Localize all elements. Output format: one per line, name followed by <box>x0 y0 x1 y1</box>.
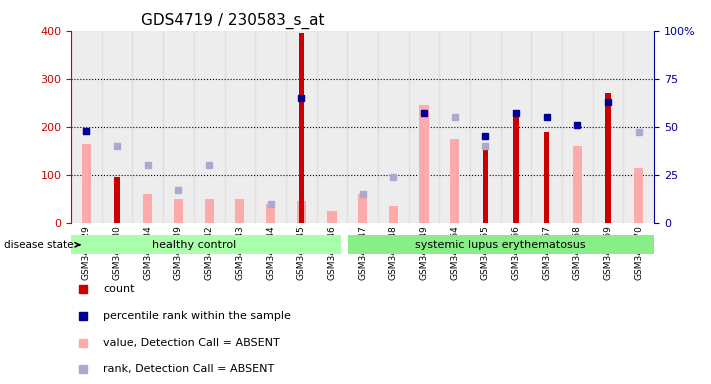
Bar <box>624 31 654 223</box>
Text: healthy control: healthy control <box>151 240 236 250</box>
Bar <box>299 33 304 223</box>
FancyBboxPatch shape <box>348 235 654 254</box>
Bar <box>573 146 582 223</box>
Bar <box>483 144 488 223</box>
Bar <box>593 31 624 223</box>
Bar <box>102 31 132 223</box>
Text: percentile rank within the sample: percentile rank within the sample <box>103 311 291 321</box>
Text: rank, Detection Call = ABSENT: rank, Detection Call = ABSENT <box>103 364 274 374</box>
Bar <box>347 31 378 223</box>
Bar <box>163 31 194 223</box>
Bar <box>114 177 120 223</box>
Bar <box>513 110 519 223</box>
Bar <box>71 31 102 223</box>
Bar <box>82 144 91 223</box>
Bar <box>634 167 643 223</box>
Text: GDS4719 / 230583_s_at: GDS4719 / 230583_s_at <box>141 13 324 29</box>
Bar <box>358 194 367 223</box>
Text: systemic lupus erythematosus: systemic lupus erythematosus <box>415 240 586 250</box>
Bar <box>605 93 611 223</box>
Bar <box>439 31 470 223</box>
Bar <box>266 204 275 223</box>
Bar <box>531 31 562 223</box>
Text: count: count <box>103 284 134 294</box>
Bar <box>544 131 550 223</box>
Bar <box>255 31 286 223</box>
Bar <box>316 31 347 223</box>
Bar <box>205 199 214 223</box>
Bar <box>409 31 439 223</box>
Bar <box>194 31 225 223</box>
Bar <box>378 31 409 223</box>
FancyBboxPatch shape <box>71 235 341 254</box>
Text: value, Detection Call = ABSENT: value, Detection Call = ABSENT <box>103 338 280 348</box>
Bar <box>389 206 398 223</box>
Bar <box>174 199 183 223</box>
Bar <box>225 31 255 223</box>
Bar <box>286 31 316 223</box>
Text: disease state: disease state <box>4 240 80 250</box>
Bar <box>327 211 336 223</box>
Bar <box>450 139 459 223</box>
Bar <box>132 31 163 223</box>
Bar <box>143 194 152 223</box>
Bar <box>470 31 501 223</box>
Bar <box>419 105 429 223</box>
Bar <box>501 31 531 223</box>
Bar <box>562 31 593 223</box>
Bar <box>235 199 245 223</box>
Bar <box>296 201 306 223</box>
